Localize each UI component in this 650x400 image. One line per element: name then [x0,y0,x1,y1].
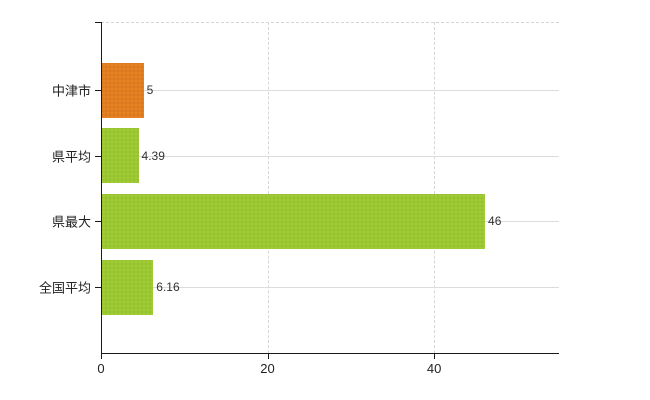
x-axis-tick-label: 0 [97,361,105,376]
bar-value-label: 6.16 [156,280,180,295]
bar [102,259,154,315]
bar [102,128,139,184]
x-axis-tick [267,353,269,359]
bar-value-label: 4.39 [141,148,165,163]
x-axis-tick [101,353,102,359]
category-gridline [101,90,559,91]
x-axis-tick-label: 20 [260,361,275,376]
bar-value-label: 46 [488,214,502,229]
bar [102,193,486,249]
category-gridline [101,287,559,289]
category-label: 県最大 [51,214,91,230]
category-label: 中津市 [51,83,91,99]
category-label: 全国平均 [38,280,91,296]
x-axis-tick [434,353,436,359]
y-axis-tick [95,221,101,223]
category-label: 県平均 [51,149,91,165]
y-axis-tick [95,287,101,289]
y-axis-tick [95,90,101,91]
y-axis-tick [95,155,101,157]
category-gridline [101,155,559,157]
vertical-gridline [434,22,436,353]
y-axis-top-tick [95,22,101,23]
plot-top-border [101,22,559,23]
bar-value-label: 5 [146,83,154,97]
x-axis-line [101,353,559,354]
x-axis-tick-label: 40 [426,361,442,376]
bar [102,62,144,118]
vertical-gridline [267,22,269,353]
y-axis-line [101,22,102,353]
